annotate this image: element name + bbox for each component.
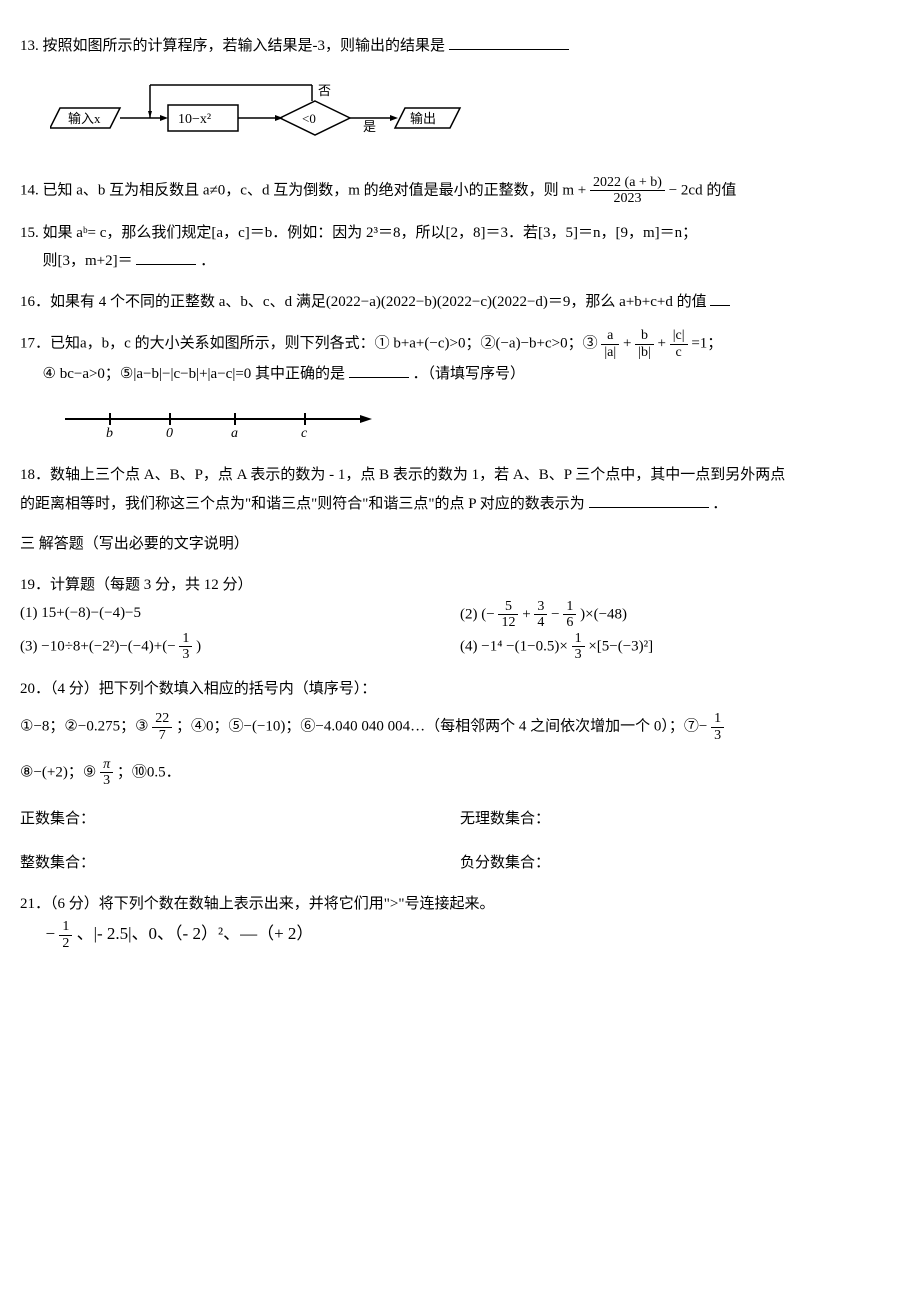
q17-f1: a|a| [601, 328, 619, 360]
q16-pre: 16．如果有 4 个不同的正整数 a、b、c、d 满足(2022−a)(2022… [20, 294, 707, 310]
q16-blank[interactable] [710, 290, 730, 306]
q17-numberline: b 0 a c [60, 399, 900, 450]
q14-post: − 2cd 的值 [669, 182, 737, 198]
svg-text:c: c [301, 426, 308, 439]
flow-cond: <0 [302, 111, 316, 126]
q19-4: (4) −1⁴ −(1−0.5)× 13 ×[5−(−3)²] [460, 631, 900, 663]
q18-a: 18．数轴上三个点 A、B、P，点 A 表示的数为 - 1，点 B 表示的数为 … [20, 461, 900, 490]
q19-3: (3) −10÷8+(−2²)−(−4)+(− 13 ) [20, 631, 460, 663]
q13-flowchart: 输入x 否 10−x² <0 是 输出 [50, 73, 900, 164]
q17-head: 17．已知a，b，c 的大小关系如图所示，则下列各式：① b+a+(−c)>0；… [20, 336, 598, 352]
svg-text:0: 0 [166, 426, 173, 439]
q21-head: 21．（6 分）将下列个数在数轴上表示出来，并将它们用">"号连接起来。 [20, 890, 900, 919]
flow-box: 10−x² [178, 112, 211, 127]
q14-frac: 2022 (a + b) 2023 [590, 175, 665, 207]
q17-f2: b|b| [635, 328, 654, 360]
q17-blank[interactable] [349, 362, 409, 378]
q13: 13. 按照如图所示的计算程序，若输入结果是-3，则输出的结果是 [20, 32, 900, 61]
set-negfrac: 负分数集合： [460, 849, 900, 878]
q15-b: 则[3，m+2]＝ [43, 253, 133, 269]
q15: 15. 如果 aᵇ= c，那么我们规定[a，c]＝b．例如：因为 2³＝8，所以… [20, 219, 900, 276]
q14: 14. 已知 a、b 互为相反数且 a≠0，c、d 互为倒数，m 的绝对值是最小… [20, 175, 900, 207]
q14-pre: 14. 已知 a、b 互为相反数且 a≠0，c、d 互为倒数，m 的绝对值是最小… [20, 182, 562, 198]
flow-input: 输入x [68, 111, 101, 126]
q17-line2: ④ bc−a>0；⑤|a−b|−|c−b|+|a−c|=0 其中正确的是 [43, 366, 346, 382]
q19-2: (2) (− 512 + 34 − 16 )×(−48) [460, 599, 900, 631]
q14-m: m + [562, 182, 590, 198]
q18: 18．数轴上三个点 A、B、P，点 A 表示的数为 - 1，点 B 表示的数为 … [20, 461, 900, 518]
section3: 三 解答题（写出必要的文字说明） [20, 530, 900, 559]
q18-blank[interactable] [589, 492, 709, 508]
set-irrational: 无理数集合： [460, 805, 900, 834]
q16: 16．如果有 4 个不同的正整数 a、b、c、d 满足(2022−a)(2022… [20, 288, 900, 317]
q15-blank[interactable] [136, 249, 196, 265]
q17-line2b: ．（请填写序号） [413, 366, 526, 382]
flow-no: 否 [318, 83, 331, 98]
q17: 17．已知a，b，c 的大小关系如图所示，则下列各式：① b+a+(−c)>0；… [20, 328, 900, 449]
q18-c: ． [712, 496, 727, 512]
q17-f3: |c|c [670, 328, 688, 360]
q13-blank[interactable] [449, 34, 569, 50]
q13-text: 13. 按照如图所示的计算程序，若输入结果是-3，则输出的结果是 [20, 38, 445, 54]
flow-output: 输出 [410, 111, 436, 126]
svg-text:a: a [231, 426, 238, 439]
q20: 20．（4 分）把下列个数填入相应的括号内（填序号）： ①−8；②−0.275；… [20, 675, 900, 878]
q19-head: 19．计算题（每题 3 分，共 12 分） [20, 571, 900, 600]
svg-text:b: b [106, 426, 113, 439]
q20-head: 20．（4 分）把下列个数填入相应的括号内（填序号）： [20, 675, 900, 704]
q17-eq: =1； [691, 336, 722, 352]
q21: 21．（6 分）将下列个数在数轴上表示出来，并将它们用">"号连接起来。 − 1… [20, 890, 900, 951]
q15-c: ． [200, 253, 215, 269]
flow-yes: 是 [363, 119, 376, 134]
q15-a: 15. 如果 aᵇ= c，那么我们规定[a，c]＝b．例如：因为 2³＝8，所以… [20, 219, 900, 248]
q19-1: (1) 15+(−8)−(−4)−5 [20, 599, 460, 631]
set-integer: 整数集合： [20, 849, 460, 878]
set-positive: 正数集合： [20, 805, 460, 834]
q18-b: 的距离相等时，我们称这三个点为"和谐三点"则符合"和谐三点"的点 P 对应的数表… [20, 496, 585, 512]
q19: 19．计算题（每题 3 分，共 12 分） (1) 15+(−8)−(−4)−5… [20, 571, 900, 663]
